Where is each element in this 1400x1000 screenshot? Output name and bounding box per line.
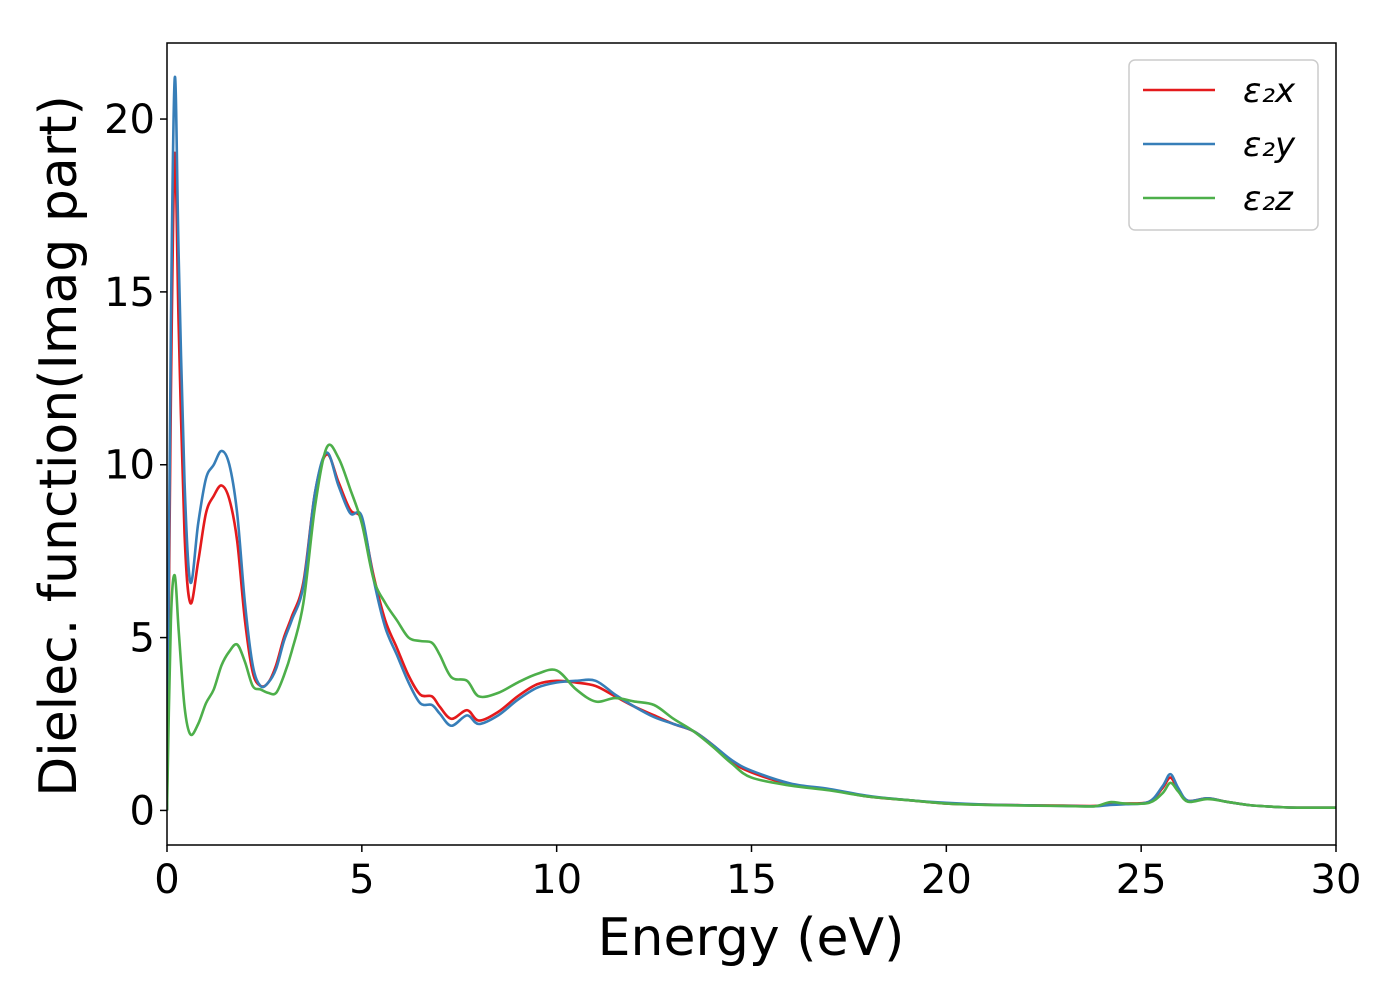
y-tick-label: 5	[130, 616, 155, 662]
x-tick-label: 10	[531, 857, 582, 903]
series-line-eps2y	[167, 75, 1336, 811]
y-tick-label: 15	[104, 270, 155, 316]
x-tick-label: 30	[1311, 857, 1362, 903]
legend-label-eps2z: ε₂z	[1243, 179, 1294, 219]
y-axis-title: Dielec. function(Imag part)	[29, 95, 89, 797]
x-tick-label: 0	[154, 857, 179, 903]
x-tick-label: 20	[921, 857, 972, 903]
legend-label-eps2x: ε₂x	[1243, 71, 1296, 111]
y-tick-label: 20	[104, 97, 155, 143]
plot-lines	[167, 75, 1336, 811]
series-line-eps2z	[167, 443, 1336, 811]
y-tick-label: 10	[104, 443, 155, 489]
x-tick-label: 25	[1116, 857, 1167, 903]
legend-label-eps2y: ε₂y	[1243, 125, 1296, 165]
x-axis-ticks: 0 5 10 15 20 25 30	[154, 845, 1361, 903]
legend-box	[1128, 59, 1319, 231]
x-axis-title: Energy (eV)	[598, 908, 905, 968]
y-tick-label: 0	[130, 788, 155, 834]
x-tick-label: 5	[349, 857, 374, 903]
x-tick-label: 15	[726, 857, 777, 903]
legend: ε₂x ε₂y ε₂z	[1128, 59, 1319, 231]
series-line-eps2x	[167, 151, 1336, 811]
y-axis-ticks: 0 5 10 15 20	[104, 97, 167, 834]
